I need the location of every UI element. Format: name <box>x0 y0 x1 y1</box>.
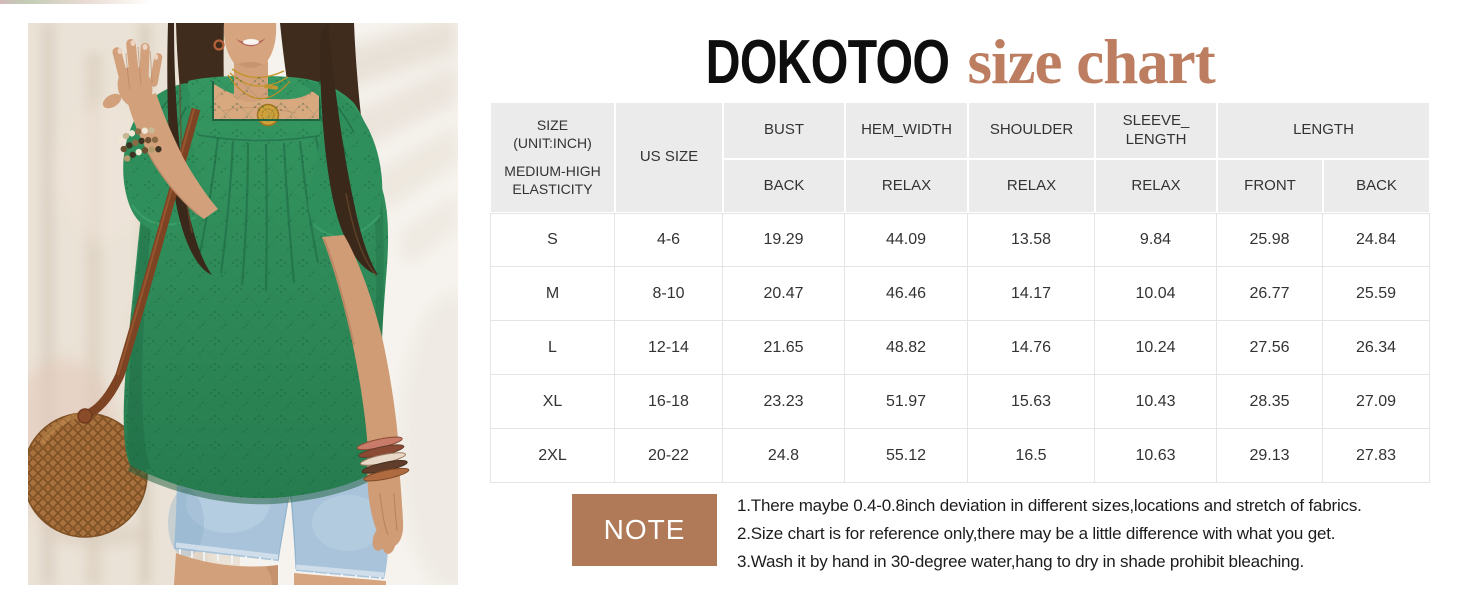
model-legs <box>174 553 386 585</box>
cell-bust: 23.23 <box>723 375 845 429</box>
cell-hem-width: 51.97 <box>845 375 968 429</box>
size-table-header: SIZE (UNIT:INCH) MEDIUM-HIGH ELASTICITY … <box>490 102 1430 213</box>
header-sleeve-relax: RELAX <box>1095 159 1217 213</box>
elasticity-label: MEDIUM-HIGH ELASTICITY <box>504 163 601 197</box>
cell-length-front: 27.56 <box>1217 321 1323 375</box>
header-length-front: FRONT <box>1217 159 1323 213</box>
top-edge-artifact <box>0 0 150 4</box>
cell-sleeve-length: 10.04 <box>1095 267 1217 321</box>
cell-us-size: 8-10 <box>615 267 723 321</box>
header-length: LENGTH <box>1217 102 1430 159</box>
note-line-3: 3.Wash it by hand in 30-degree water,han… <box>737 552 1305 571</box>
cell-size: M <box>490 267 615 321</box>
cell-hem-width: 55.12 <box>845 429 968 483</box>
note-line-2: 2.Size chart is for reference only,there… <box>737 524 1336 543</box>
note-badge: NOTE <box>572 494 717 566</box>
cell-length-front: 28.35 <box>1217 375 1323 429</box>
header-size-unit: SIZE (UNIT:INCH) MEDIUM-HIGH ELASTICITY <box>490 102 615 213</box>
beaded-bracelets <box>117 127 162 162</box>
cell-us-size: 16-18 <box>615 375 723 429</box>
bag-knot <box>77 408 93 424</box>
brand-name: DOKOTOO <box>706 28 950 97</box>
cell-length-back: 27.83 <box>1323 429 1430 483</box>
header-hem-relax: RELAX <box>845 159 968 213</box>
header-length-back: BACK <box>1323 159 1430 213</box>
product-photo-illustration <box>8 13 508 593</box>
model-left-arm <box>102 39 218 219</box>
earring <box>213 39 225 51</box>
header-bust-back: BACK <box>723 159 845 213</box>
cell-size: L <box>490 321 615 375</box>
cell-shoulder: 14.17 <box>968 267 1095 321</box>
note-text: 1.There maybe 0.4-0.8inch deviation in d… <box>737 492 1362 576</box>
cell-sleeve-length: 9.84 <box>1095 213 1217 267</box>
mouth <box>236 38 266 47</box>
cell-hem-width: 44.09 <box>845 213 968 267</box>
cell-size: 2XL <box>490 429 615 483</box>
cell-shoulder: 16.5 <box>968 429 1095 483</box>
cell-length-back: 25.59 <box>1323 267 1430 321</box>
cell-hem-width: 46.46 <box>845 267 968 321</box>
cell-size: S <box>490 213 615 267</box>
cell-length-back: 27.09 <box>1323 375 1430 429</box>
cell-bust: 24.8 <box>723 429 845 483</box>
page-title: DOKOTOO size chart <box>490 26 1432 97</box>
size-table-body: S 4-6 19.29 44.09 13.58 9.84 25.98 24.84… <box>490 213 1430 483</box>
cell-length-front: 29.13 <box>1217 429 1323 483</box>
header-shoulder-relax: RELAX <box>968 159 1095 213</box>
cell-length-front: 25.98 <box>1217 213 1323 267</box>
header-hem-width: HEM_WIDTH <box>845 102 968 159</box>
cell-sleeve-length: 10.63 <box>1095 429 1217 483</box>
cell-us-size: 12-14 <box>615 321 723 375</box>
header-us-size: US SIZE <box>615 102 723 213</box>
cell-sleeve-length: 10.43 <box>1095 375 1217 429</box>
size-unit-label: SIZE (UNIT:INCH) <box>513 117 592 151</box>
note-line-1: 1.There maybe 0.4-0.8inch deviation in d… <box>737 496 1362 515</box>
cell-length-front: 26.77 <box>1217 267 1323 321</box>
cell-shoulder: 15.63 <box>968 375 1095 429</box>
cell-size: XL <box>490 375 615 429</box>
header-sleeve-length: SLEEVE_ LENGTH <box>1095 102 1217 159</box>
cell-hem-width: 48.82 <box>845 321 968 375</box>
header-shoulder: SHOULDER <box>968 102 1095 159</box>
cell-shoulder: 14.76 <box>968 321 1095 375</box>
cell-shoulder: 13.58 <box>968 213 1095 267</box>
cell-us-size: 4-6 <box>615 213 723 267</box>
cell-us-size: 20-22 <box>615 429 723 483</box>
title-suffix: size chart <box>967 27 1216 97</box>
cell-bust: 21.65 <box>723 321 845 375</box>
cell-length-back: 24.84 <box>1323 213 1430 267</box>
model-right-arm <box>322 235 410 554</box>
header-bust: BUST <box>723 102 845 159</box>
product-photo <box>8 13 508 593</box>
bangles <box>356 436 410 482</box>
cell-bust: 19.29 <box>723 213 845 267</box>
cell-sleeve-length: 10.24 <box>1095 321 1217 375</box>
cell-bust: 20.47 <box>723 267 845 321</box>
cell-length-back: 26.34 <box>1323 321 1430 375</box>
